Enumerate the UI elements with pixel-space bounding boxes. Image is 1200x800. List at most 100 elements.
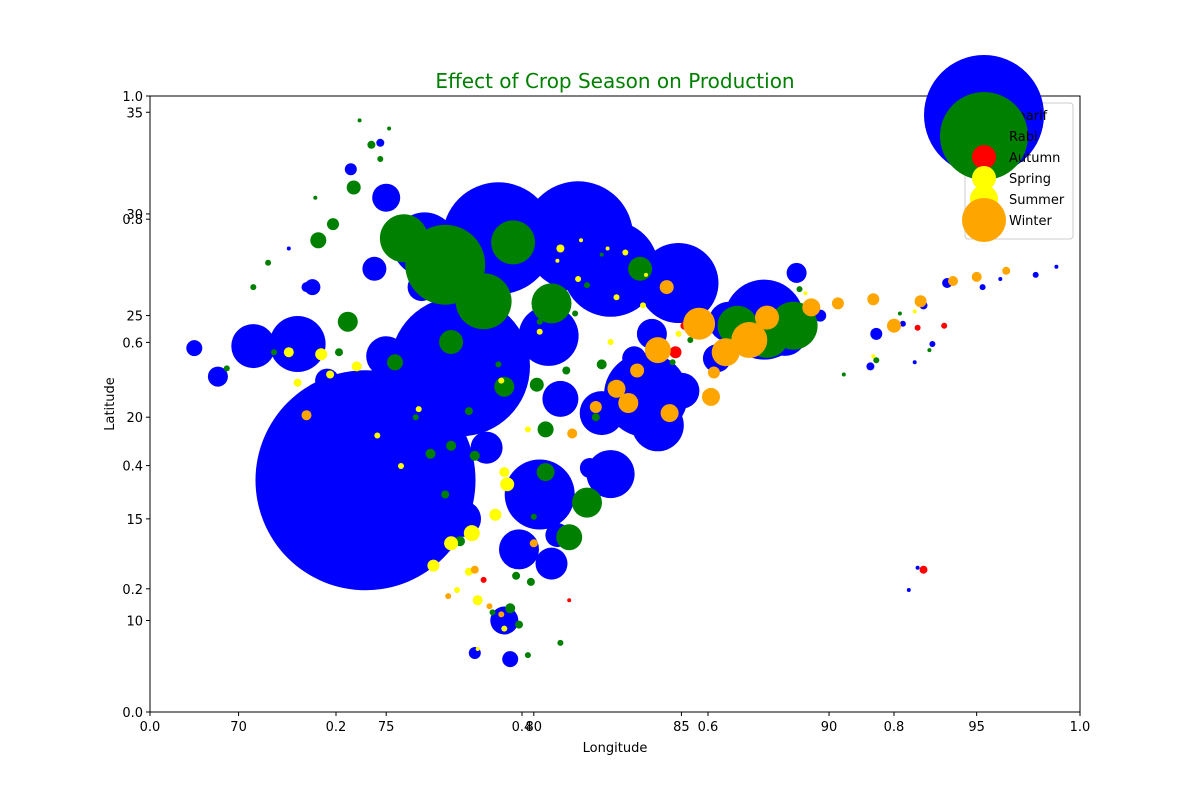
point-kharif-55: [998, 277, 1003, 281]
point-rabi-2: [491, 220, 536, 265]
point-kharif-54: [979, 284, 986, 291]
point-rabi-55: [524, 652, 531, 659]
point-rabi-38: [591, 413, 600, 422]
point-winter-12: [887, 318, 901, 333]
point-rabi-9: [556, 524, 583, 551]
point-summer-20: [498, 377, 505, 384]
point-winter-5: [607, 379, 626, 398]
point-rabi-20: [377, 156, 384, 162]
point-winter-4: [618, 393, 639, 413]
point-winter-23: [486, 603, 493, 610]
point-kharif-10: [231, 324, 276, 369]
series-winter: [301, 266, 1011, 618]
series-summer: [283, 244, 682, 651]
point-winter-18: [630, 363, 645, 378]
point-rabi-58: [584, 282, 590, 289]
point-summer-6: [444, 536, 459, 551]
point-kharif-8: [504, 459, 575, 530]
point-kharif-35: [786, 262, 807, 283]
point-summer-1: [326, 370, 335, 379]
axes-frame: [149, 95, 1081, 713]
point-summer-0: [283, 347, 294, 358]
point-summer-7: [463, 525, 480, 542]
point-rabi-3: [455, 273, 512, 330]
point-rabi-41: [412, 414, 419, 421]
y-tick-label-4: 30: [126, 208, 143, 223]
point-spring-1: [605, 246, 610, 251]
overlay-y-tick-label-5: 1.0: [122, 90, 143, 105]
point-kharif-4: [562, 220, 659, 317]
point-winter-19: [707, 366, 720, 379]
point-rabi-39: [562, 366, 571, 375]
point-summer-15: [575, 276, 582, 282]
point-winter-21: [567, 428, 578, 439]
point-kharif-38: [186, 340, 203, 357]
point-winter-11: [867, 293, 880, 306]
point-spring-4: [912, 309, 917, 314]
point-winter-7: [702, 387, 720, 406]
legend-label-spring: Spring: [1009, 172, 1051, 187]
point-kharif-1: [390, 296, 530, 437]
point-winter-1: [711, 338, 740, 367]
point-spring-3: [644, 272, 648, 277]
point-rabi-12: [494, 376, 515, 397]
point-spring-2: [555, 258, 560, 263]
overlay-y-tick-label-2: 0.4: [122, 460, 143, 475]
point-rabi-4: [531, 283, 572, 324]
point-kharif-57: [1054, 264, 1059, 269]
point-rabi-35: [489, 609, 496, 616]
point-rabi-23: [537, 421, 554, 438]
x-tick-label-0: 70: [230, 720, 247, 735]
point-kharif-40: [344, 163, 357, 176]
point-kharif-24: [542, 380, 579, 417]
legend-marker-spring: [972, 166, 996, 190]
x-tick-label-5: 95: [968, 720, 985, 735]
point-kharif-52: [929, 341, 936, 347]
point-winter-13: [914, 295, 927, 308]
x-tick-label-3: 85: [673, 720, 690, 735]
point-winter-26: [301, 410, 312, 421]
point-kharif-59: [906, 588, 911, 592]
point-rabi-22: [357, 118, 362, 123]
point-rabi-48: [897, 311, 902, 316]
point-winter-14: [948, 276, 958, 286]
point-summer-22: [524, 426, 531, 433]
point-winter-22: [470, 565, 479, 574]
point-spring-0: [579, 238, 583, 243]
x-tick-label-4: 90: [821, 720, 838, 735]
plot-points: [186, 118, 1059, 668]
point-summer-24: [374, 432, 381, 439]
point-kharif-25: [366, 336, 407, 377]
legend-label-winter: Winter: [1009, 214, 1053, 229]
point-kharif-28: [502, 651, 519, 668]
point-rabi-53: [530, 513, 537, 520]
point-rabi-45: [687, 337, 694, 343]
point-summer-13: [454, 587, 460, 593]
point-rabi-26: [596, 359, 607, 370]
point-rabi-57: [572, 310, 579, 317]
overlay-y-tick-label-1: 0.2: [122, 583, 143, 598]
point-kharif-12: [586, 450, 635, 499]
point-kharif-16: [535, 547, 568, 580]
y-tick-label-2: 20: [126, 411, 143, 426]
point-winter-25: [445, 593, 452, 600]
point-kharif-9: [269, 316, 326, 372]
point-rabi-44: [669, 359, 676, 366]
point-rabi-19: [367, 140, 376, 149]
point-winter-10: [831, 297, 844, 310]
point-autumn-4: [941, 322, 948, 329]
point-autumn-5: [480, 576, 487, 583]
point-kharif-44: [870, 327, 883, 340]
legend-label-summer: Summer: [1009, 193, 1065, 208]
point-summer-8: [489, 508, 502, 521]
point-rabi-54: [557, 639, 564, 646]
point-rabi-15: [337, 311, 358, 332]
point-summer-26: [475, 647, 480, 651]
point-summer-21: [415, 406, 422, 413]
y-tick-label-1: 15: [126, 513, 143, 528]
point-kharif-53: [912, 360, 917, 365]
point-rabi-18: [327, 218, 339, 231]
point-kharif-14: [518, 305, 579, 366]
point-kharif-56: [1032, 271, 1039, 278]
